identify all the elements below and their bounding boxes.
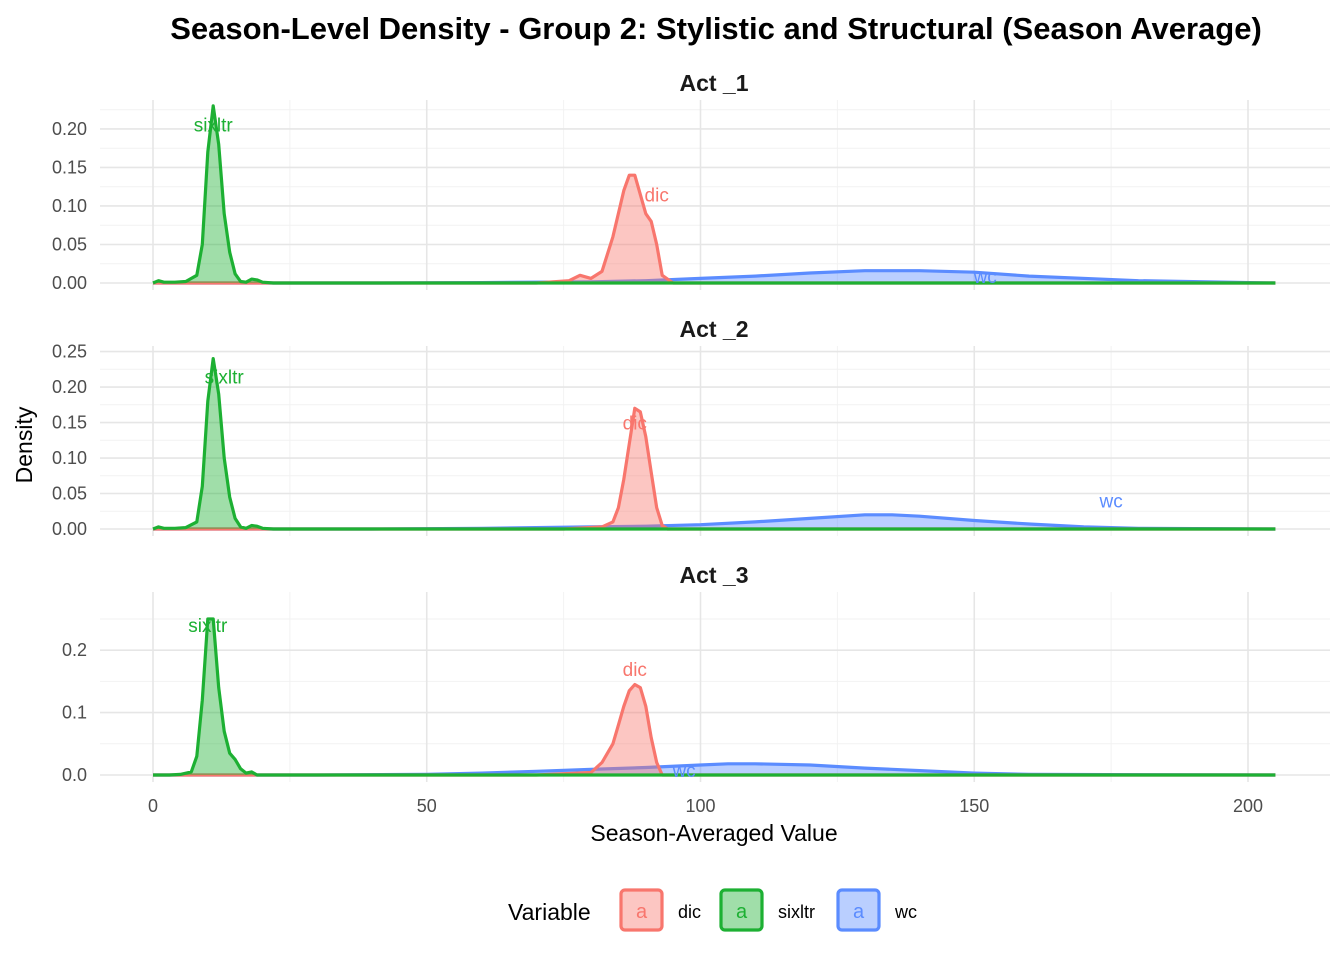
legend-key-glyph: a — [853, 901, 865, 923]
y-tick-label: 0.20 — [52, 377, 87, 397]
x-axis-label: Season-Averaged Value — [590, 820, 837, 846]
x-tick-label: 200 — [1233, 796, 1263, 816]
facet-title: Act _1 — [679, 70, 748, 96]
density-area-sixltr — [153, 619, 1276, 775]
legend-key — [619, 888, 664, 932]
y-tick-label: 0.2 — [62, 640, 87, 660]
density-area-wc — [153, 763, 1276, 775]
x-tick-label: 50 — [417, 796, 437, 816]
legend: Variable a dic a sixltr a wc — [508, 888, 917, 932]
y-tick-label: 0.00 — [52, 273, 87, 293]
legend-entry-dic: a dic — [619, 888, 701, 932]
facet-title: Act _2 — [679, 316, 748, 342]
curve-label-sixltr: sixltr — [188, 616, 228, 637]
curve-label-sixltr: sixltr — [205, 367, 245, 388]
curve-label-dic: dic — [623, 660, 647, 681]
legend-key — [836, 888, 881, 932]
y-tick-label: 0.0 — [62, 765, 87, 785]
x-tick-label: 100 — [685, 796, 715, 816]
y-tick-label: 0.00 — [52, 519, 87, 539]
curve-label-dic: dic — [645, 185, 669, 206]
legend-label: dic — [678, 902, 701, 922]
density-line-sixltr — [153, 617, 1276, 777]
y-tick-label: 0.15 — [52, 413, 87, 433]
curve-label-wc: wc — [973, 267, 997, 288]
density-line-dic — [153, 682, 1276, 777]
curve-label-wc: wc — [671, 761, 695, 782]
curve-label-sixltr: sixltr — [194, 115, 234, 136]
density-line-dic — [153, 173, 1276, 285]
legend-label: wc — [894, 902, 917, 922]
legend-label: sixltr — [778, 902, 815, 922]
legend-entry-wc: a wc — [836, 888, 917, 932]
y-axis-label: Density — [11, 406, 37, 483]
density-area-wc — [153, 514, 1276, 529]
legend-title: Variable — [508, 899, 591, 925]
x-tick-label: 0 — [148, 796, 158, 816]
legend-entries: a dic a sixltr a wc — [619, 888, 917, 932]
density-line-sixltr — [152, 357, 1276, 531]
y-tick-label: 0.05 — [52, 484, 87, 504]
y-tick-label: 0.10 — [52, 196, 87, 216]
x-tick-label: 150 — [959, 796, 989, 816]
curve-label-wc: wc — [1099, 492, 1123, 513]
y-tick-label: 0.15 — [52, 157, 87, 177]
density-area-dic — [153, 684, 1276, 775]
y-tick-label: 0.10 — [52, 448, 87, 468]
legend-key — [719, 888, 764, 932]
density-line-dic — [153, 406, 1276, 531]
legend-entry-sixltr: a sixltr — [719, 888, 815, 932]
density-area-sixltr — [153, 105, 1276, 284]
legend-key-glyph: a — [736, 901, 748, 923]
density-area-dic — [153, 175, 1276, 283]
density-line-sixltr — [152, 104, 1276, 285]
y-tick-label: 0.20 — [52, 119, 87, 139]
curve-label-dic: dic — [623, 414, 647, 435]
y-tick-label: 0.25 — [52, 342, 87, 362]
chart-title: Season-Level Density - Group 2: Stylisti… — [170, 11, 1262, 46]
facet-title: Act _3 — [679, 562, 748, 588]
y-tick-label: 0.05 — [52, 234, 87, 254]
y-tick-label: 0.1 — [62, 703, 87, 723]
legend-key-glyph: a — [636, 901, 648, 923]
